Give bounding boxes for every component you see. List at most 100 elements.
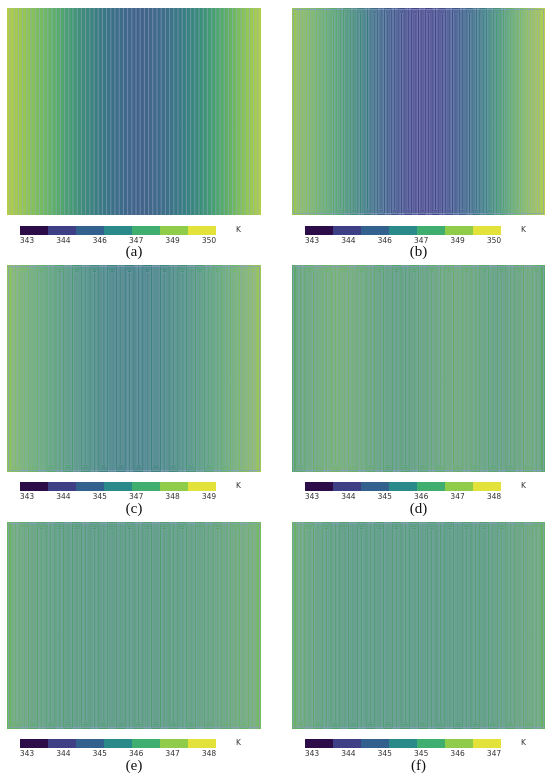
colorbar-tick-label: 347 [129, 236, 144, 245]
channel-path [471, 522, 480, 727]
colorbar-unit-label: K [236, 481, 241, 490]
channel-path [134, 265, 143, 470]
channel-path [101, 522, 105, 723]
channel-path [20, 524, 29, 729]
channel-path [128, 271, 131, 472]
channel-path [500, 271, 503, 472]
channel-path [109, 269, 115, 472]
channel-path [437, 265, 443, 468]
channel-path [472, 522, 478, 725]
channel-path [316, 522, 320, 723]
channel-path [352, 8, 356, 211]
channel-path [330, 10, 337, 215]
channel-path [81, 265, 90, 470]
channel-path [436, 522, 445, 727]
channel-path [207, 265, 211, 466]
channel-path [216, 271, 219, 472]
channel-path [20, 267, 29, 472]
channel-path [21, 526, 27, 729]
channel-path [351, 265, 355, 466]
channel-path [515, 8, 519, 211]
colorbar-tick-label: 346 [414, 492, 429, 501]
channel-path [241, 265, 247, 468]
channel-path [178, 524, 187, 729]
channel-path [299, 522, 302, 723]
channel-path [73, 267, 81, 472]
channel-path [100, 522, 106, 725]
channel-path [429, 269, 435, 472]
channel-path [325, 271, 328, 472]
channel-path [410, 267, 418, 472]
colorbar-tick-label: 343 [304, 236, 320, 245]
channel-frame [293, 266, 544, 471]
channel-path [456, 265, 460, 466]
channel-path [325, 8, 329, 211]
channel-path [297, 265, 303, 468]
channel-path [127, 269, 133, 472]
channel-path [474, 522, 477, 723]
colorbar-segment [76, 226, 104, 235]
channel-path [204, 522, 213, 727]
channel-path [429, 526, 435, 729]
colorbar-c [20, 482, 216, 491]
channel-path [143, 267, 152, 472]
colorbar-segment [20, 739, 48, 748]
channel-path [406, 8, 410, 211]
channel-path [239, 522, 248, 727]
channel-path [412, 528, 416, 729]
channel-path [489, 522, 497, 727]
colorbar-tick-label: 344 [341, 749, 356, 758]
channel-path [394, 526, 400, 729]
channel-path [189, 522, 193, 723]
colorbar-segment [104, 226, 132, 235]
channel-path [376, 269, 382, 472]
channel-path [198, 528, 202, 729]
channel-path [145, 271, 149, 472]
colorbar-tick-label: 347 [414, 236, 429, 245]
channel-path [514, 8, 521, 213]
channel-path [386, 522, 390, 723]
channel-path [474, 265, 477, 466]
channel-path [74, 269, 80, 472]
channel-path [116, 265, 125, 470]
channel-path [110, 528, 114, 729]
panel-caption: (c) [125, 501, 143, 517]
colorbar-segment [417, 482, 445, 491]
channel-path [456, 522, 460, 723]
channel-path [344, 10, 350, 215]
channel-path [241, 522, 247, 725]
channel-path [527, 8, 534, 213]
channel-path [179, 269, 185, 472]
channel-path [420, 8, 424, 211]
channel-path [169, 265, 178, 470]
colorbar-tick-label: 349 [201, 492, 217, 501]
colorbar-ticks-d: 343 344 345 346 347 348 [305, 492, 501, 502]
colorbar-tick-label: 350 [486, 236, 502, 245]
channel-path [466, 10, 473, 215]
channel-path [303, 10, 310, 215]
channel-path [481, 526, 487, 729]
channel-path [152, 522, 160, 727]
channel-path [314, 265, 322, 470]
channel-path [369, 265, 372, 466]
channel-path [145, 528, 149, 729]
channel-path [439, 522, 442, 723]
colorbar-segment [48, 226, 76, 235]
channel-path [324, 269, 330, 472]
channel-path [316, 265, 320, 466]
channel-path [160, 524, 169, 729]
channel-path [366, 265, 375, 470]
channel-path [517, 528, 521, 729]
channel-path [170, 522, 177, 725]
channel-path [311, 8, 315, 211]
temperature-field-c [7, 265, 261, 472]
panel-caption: (a) [125, 244, 143, 260]
colorbar-ticks-e: 343 344 345 346 347 348 [20, 749, 216, 759]
channel-path [322, 524, 331, 729]
channel-path [22, 528, 26, 729]
channel-path [386, 12, 390, 215]
channel-path [233, 528, 237, 729]
channel-path [233, 271, 237, 472]
colorbar-segment [473, 739, 501, 748]
channel-path [153, 522, 159, 725]
